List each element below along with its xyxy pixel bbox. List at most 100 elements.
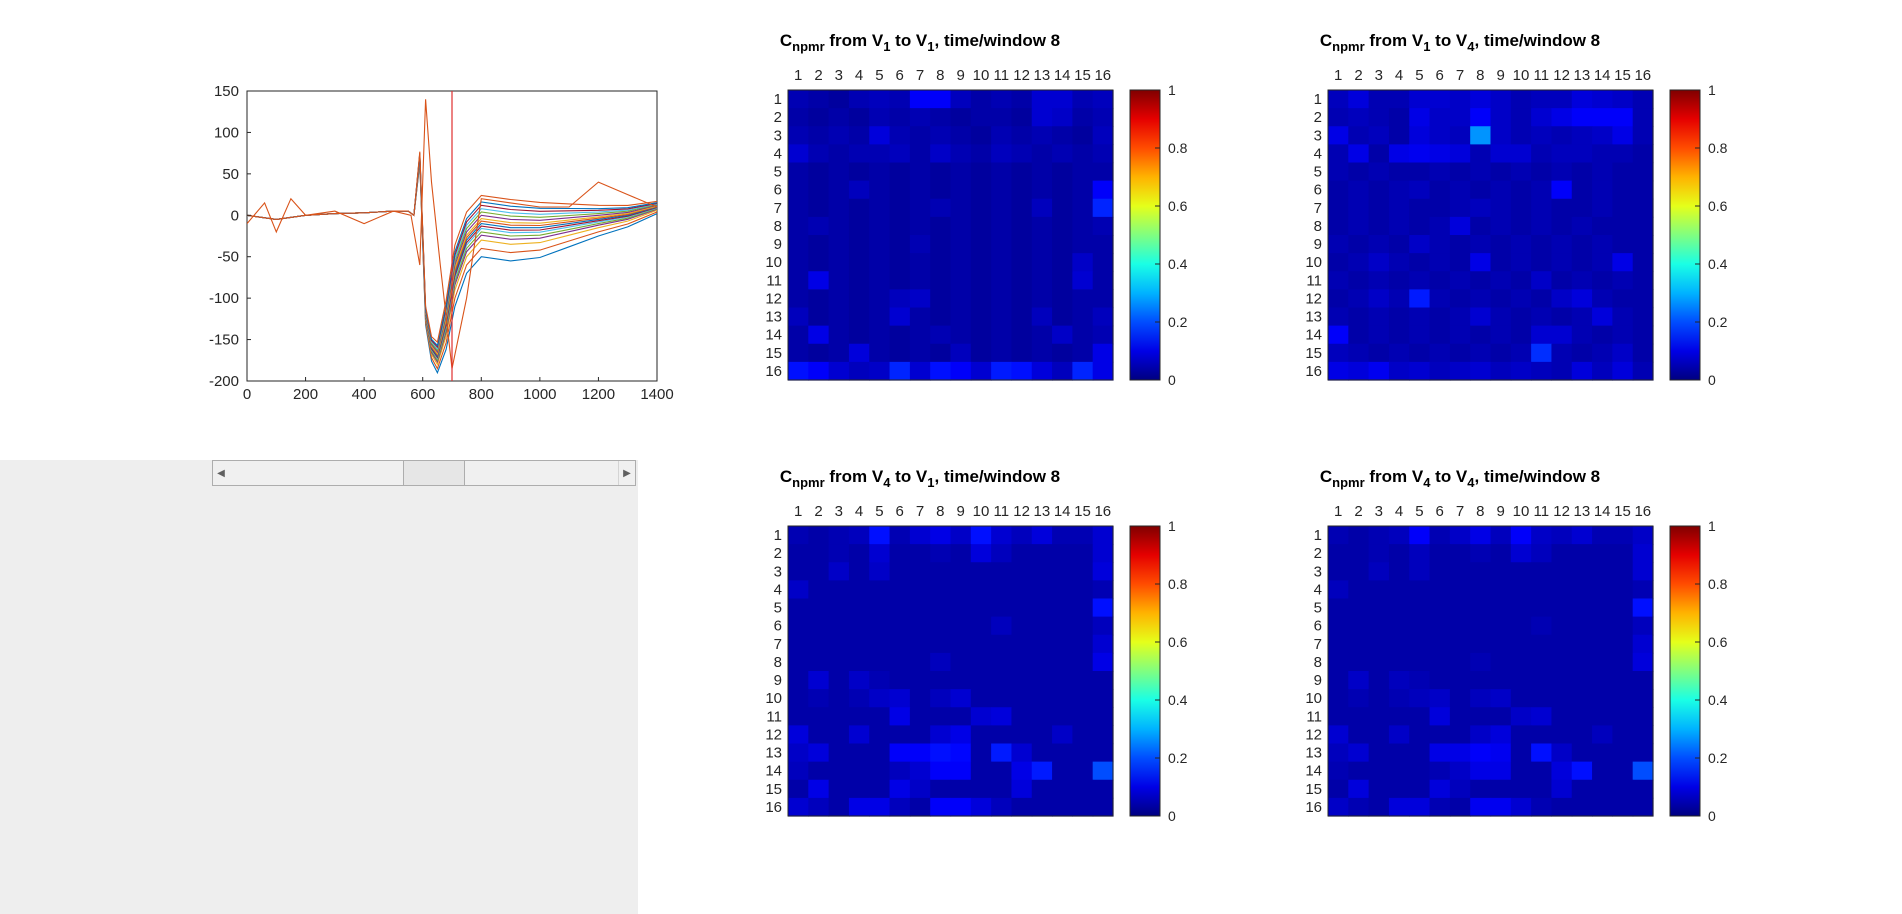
heatmap-cell [1592,271,1613,290]
x-tick-label: 5 [875,67,883,84]
heatmap-cell [1612,689,1634,708]
x-tick-label: 14 [1054,503,1071,520]
heatmap-cell [1031,271,1053,290]
heatmap-cell [1328,616,1349,636]
heatmap-cell [970,343,992,363]
heatmap-cell [1031,198,1053,218]
heatmap-cell [1612,235,1634,254]
heatmap-cell [869,616,891,636]
heatmap-cell [1429,544,1451,563]
heatmap-cell [950,761,972,781]
heatmap-cell [869,325,891,345]
heatmap-cell [788,652,809,672]
heatmap-cell [1551,689,1573,708]
heatmap-cell [1449,216,1471,236]
heatmap-cell [1490,253,1512,272]
heatmap-cell [1328,235,1349,254]
heatmap-cell [1072,761,1094,781]
x-tick-label: 10 [973,503,990,520]
heatmap-cell [889,253,911,272]
heatmap-cell [1031,526,1053,545]
heatmap-cell [1571,126,1593,145]
heatmap-cell [991,544,1013,563]
x-tick-label: 2 [1354,503,1362,520]
heatmap-cell [1551,307,1573,327]
heatmap-cell [848,325,870,345]
heatmap-cell [1092,689,1114,708]
y-tick-label: 2 [1314,545,1322,562]
heatmap-cell [1510,271,1532,290]
heatmap-cell [991,616,1013,636]
heatmap-cell [1531,562,1553,581]
x-tick-label: 10 [1513,503,1530,520]
x-tick-label: 9 [957,503,965,520]
heatmap-cell [1052,562,1073,581]
heatmap-cell [1470,652,1492,672]
x-tick-label: 15 [1074,67,1091,84]
heatmap-cell [1531,216,1553,236]
heatmap-cell [1388,562,1410,581]
heatmap-cell [1092,253,1114,272]
heatmap-cell [1632,797,1654,817]
heatmap-cell [1348,325,1370,345]
heatmap-cell [1072,126,1094,145]
x-tick-label: 13 [1574,503,1591,520]
heatmap-cell [1368,307,1390,327]
heatmap-cell [1592,144,1613,164]
heatmap-cell [828,797,850,817]
y-tick-label: 6 [774,182,782,199]
heatmap-cell [1490,634,1512,654]
heatmap-cell [930,144,952,164]
heatmap-cell [1368,198,1390,218]
heatmap-cell [1031,580,1053,600]
heatmap-cell [1510,707,1532,726]
time-window-slider[interactable]: ◀ ▶ [212,460,636,486]
colorbar [1669,525,1701,817]
y-tick-label: 1 [1314,527,1322,544]
x-tick-label: 1 [1334,67,1342,84]
heatmap-cell [1592,616,1613,636]
heatmap-cell [1490,689,1512,708]
heatmap-cell [848,307,870,327]
y-tick-label: 15 [765,781,782,798]
heatmap-cell [950,180,972,200]
x-tick-label: 5 [1415,503,1423,520]
heatmap-cell [788,180,809,200]
heatmap-cell [1470,162,1492,182]
heatmap-cell [1612,743,1634,763]
x-tick-label: 6 [1436,503,1444,520]
x-tick-label: 11 [1534,503,1550,520]
heatmap-cell [1470,671,1492,690]
heatmap-cell [808,361,830,381]
heatmap-cell [1072,616,1094,636]
heatmap-cell [909,289,931,309]
heatmap-cell [1092,598,1114,618]
heatmap-cell [1531,707,1553,726]
heatmap-cell [828,779,850,799]
heatmap-cell [1368,634,1390,654]
heatmap-cell [1388,307,1410,327]
slider-trough[interactable] [229,460,619,486]
heatmap-cell [1429,707,1451,726]
heatmap-cell [1409,598,1431,618]
heatmap-cell [1368,562,1390,581]
x-tick-label: 11 [1534,67,1550,84]
x-tick-label: 4 [855,503,863,520]
slider-thumb[interactable] [403,460,465,486]
heatmap-cell [930,544,952,563]
y-tick-label: -200 [209,373,239,390]
heatmap-cell [930,198,952,218]
heatmap-cell [1632,616,1654,636]
colorbar-tick-label: 0.4 [1168,256,1188,272]
slider-right-arrow-icon[interactable]: ▶ [618,461,635,485]
heatmap-cell [848,743,870,763]
heatmap-cell [1449,126,1471,145]
heatmap-cell [1368,797,1390,817]
heatmap-cell [1011,689,1033,708]
heatmap-cell [950,616,972,636]
heatmap-cell [1449,307,1471,327]
slider-left-arrow-icon[interactable]: ◀ [213,461,230,485]
heatmap-cell [1449,580,1471,600]
heatmap-cell [1470,343,1492,363]
heatmap-cell [788,562,809,581]
